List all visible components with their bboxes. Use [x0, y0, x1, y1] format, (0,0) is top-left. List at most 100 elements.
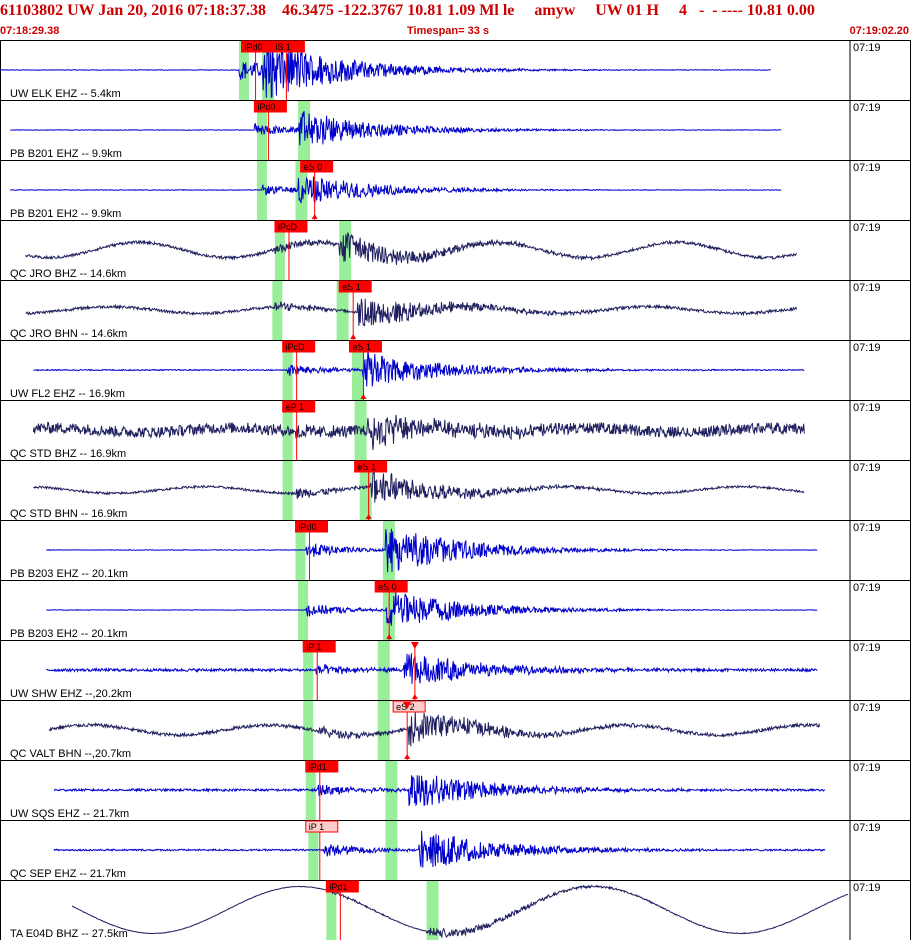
pick-flag — [253, 100, 287, 113]
waveform — [25, 298, 798, 327]
phase-pick[interactable]: iPd0 — [253, 100, 287, 160]
pick-label: eP 1 — [286, 402, 304, 412]
waveform — [53, 775, 825, 807]
time-tick-label: 07:19 — [853, 162, 881, 174]
pick-label: eS 1 — [358, 462, 377, 472]
pick-marker-up — [365, 514, 372, 519]
pick-marker-down — [349, 282, 358, 289]
s-window-highlight — [377, 701, 390, 760]
pick-marker-up — [386, 634, 393, 639]
p-window-highlight — [303, 701, 314, 760]
trace-row[interactable]: iP 1 QC SEP EHZ -- 21.7km 07:19 — [0, 820, 911, 881]
phase-pick[interactable]: iS 1 — [271, 40, 305, 100]
station-label: UW SQS EHZ -- 21.7km — [10, 808, 129, 820]
trace-row[interactable]: iPd1 UW SQS EHZ -- 21.7km 07:19 — [0, 760, 911, 821]
pick-flag — [295, 520, 329, 533]
pick-marker-up — [404, 754, 411, 759]
pick-flag — [305, 820, 339, 833]
station-label: QC STD BHZ -- 16.9km — [10, 448, 126, 460]
pick-marker-down — [385, 582, 394, 589]
time-tick-label: 07:19 — [853, 582, 881, 594]
pick-marker-up — [360, 394, 367, 399]
trace-row[interactable]: iPcD eS 1 UW FL2 EHZ -- 16.9km 07:19 — [0, 340, 911, 401]
station-label: QC STD BHN -- 16.9km — [10, 508, 127, 520]
phase-pick[interactable]: eS 0 — [374, 580, 408, 640]
pick-flag — [271, 40, 305, 53]
phase-pick[interactable]: iPcD — [274, 220, 308, 280]
pick-flag — [302, 640, 336, 653]
trace-row[interactable]: iPd0 PB B203 EHZ -- 20.1km 07:19 — [0, 520, 911, 581]
trace-panel-border — [0, 460, 911, 521]
s-window-highlight — [336, 281, 349, 340]
pick-marker-down — [410, 642, 419, 649]
pick-label: iPcD — [286, 342, 306, 352]
waveform — [46, 528, 818, 573]
phase-pick[interactable]: eP 1 — [282, 400, 316, 460]
phase-pick[interactable]: iPd1 — [325, 880, 359, 940]
trace-row[interactable]: eS 2 QC VALT BHN --,20.7km 07:19 — [0, 700, 911, 761]
end-time: 07:19:02.20 — [849, 25, 909, 37]
trace-row[interactable]: eP 1 QC STD BHZ -- 16.9km 07:19 — [0, 400, 911, 461]
pick-label: eS 1 — [342, 282, 361, 292]
pick-label: iP 1 — [309, 822, 324, 832]
pick-label: iPd1 — [329, 882, 347, 892]
station-label: PB B203 EH2 -- 20.1km — [10, 628, 127, 640]
station-label: UW SHW EHZ --,20.2km — [10, 688, 132, 700]
phase-pick[interactable]: iP 1 — [305, 820, 339, 880]
phase-pick[interactable]: iP 1 — [302, 640, 336, 700]
station-label: PB B201 EH2 -- 9.9km — [10, 208, 121, 220]
p-window-highlight — [272, 281, 283, 340]
trace-row[interactable]: iPd0 PB B201 EHZ -- 9.9km 07:19 — [0, 100, 911, 161]
trace-row[interactable]: iP 1 UW SHW EHZ --,20.2km 07:19 — [0, 640, 911, 701]
pick-label: eS 1 — [352, 342, 371, 352]
pick-flag — [300, 160, 334, 173]
waveform — [46, 653, 818, 684]
trace-row[interactable]: eS 1 QC JRO BHN -- 14.6km 07:19 — [0, 280, 911, 341]
phase-pick[interactable]: iPd0 — [295, 520, 329, 580]
waveform — [33, 350, 805, 387]
trace-row[interactable]: iPd0 iS 1 UW ELK EHZ -- 5.4km 07:19 — [0, 40, 911, 101]
pick-marker-up — [311, 214, 318, 219]
pick-label: eS 0 — [378, 582, 397, 592]
event-header: 61103802 UW Jan 20, 2016 07:18:37.38 46.… — [0, 0, 911, 40]
phase-pick[interactable]: eS 2 — [392, 700, 426, 760]
trace-row[interactable]: iPcD QC JRO BHZ -- 14.6km 07:19 — [0, 220, 911, 281]
time-tick-label: 07:19 — [853, 462, 881, 474]
phase-pick[interactable]: eS 1 — [348, 340, 382, 400]
pick-label: iPd1 — [309, 762, 327, 772]
waveform — [48, 711, 821, 747]
waveform — [10, 176, 782, 204]
pick-flag — [348, 340, 382, 353]
pick-label: iS 1 — [275, 42, 291, 52]
pick-flag — [325, 880, 359, 893]
trace-row[interactable]: eS 0 PB B201 EH2 -- 9.9km 07:19 — [0, 160, 911, 221]
phase-pick[interactable]: eS 1 — [354, 460, 388, 520]
pick-label: iPcD — [278, 222, 298, 232]
time-tick-label: 07:19 — [853, 702, 881, 714]
trace-row[interactable]: eS 1 QC STD BHN -- 16.9km 07:19 — [0, 460, 911, 521]
s-window-highlight — [426, 881, 439, 940]
station-label: QC SEP EHZ -- 21.7km — [10, 868, 126, 880]
trace-row[interactable]: iPd1 TA E04D BHZ -- 27.5km 07:19 — [0, 880, 911, 940]
waveform — [46, 591, 818, 626]
time-tick-label: 07:19 — [853, 642, 881, 654]
start-time: 07:18:29.38 — [0, 25, 60, 37]
station-label: PB B201 EHZ -- 9.9km — [10, 148, 122, 160]
pick-label: iPd0 — [257, 102, 275, 112]
phase-pick[interactable]: eS 1 — [338, 280, 372, 340]
trace-row[interactable]: eS 0 PB B203 EH2 -- 20.1km 07:19 — [0, 580, 911, 641]
pick-label: iPd0 — [245, 42, 263, 52]
p-window-highlight — [238, 41, 249, 100]
phase-pick[interactable] — [410, 642, 419, 700]
p-window-highlight — [274, 221, 285, 280]
phase-pick[interactable]: iPd1 — [305, 760, 339, 820]
p-window-highlight — [282, 461, 293, 520]
time-tick-label: 07:19 — [853, 42, 881, 54]
phase-pick[interactable]: iPcD — [282, 340, 316, 400]
station-label: UW FL2 EHZ -- 16.9km — [10, 388, 125, 400]
time-tick-label: 07:19 — [853, 402, 881, 414]
phase-pick[interactable]: eS 0 — [300, 160, 334, 220]
pick-marker-down — [364, 462, 373, 469]
waveform — [0, 42, 771, 98]
